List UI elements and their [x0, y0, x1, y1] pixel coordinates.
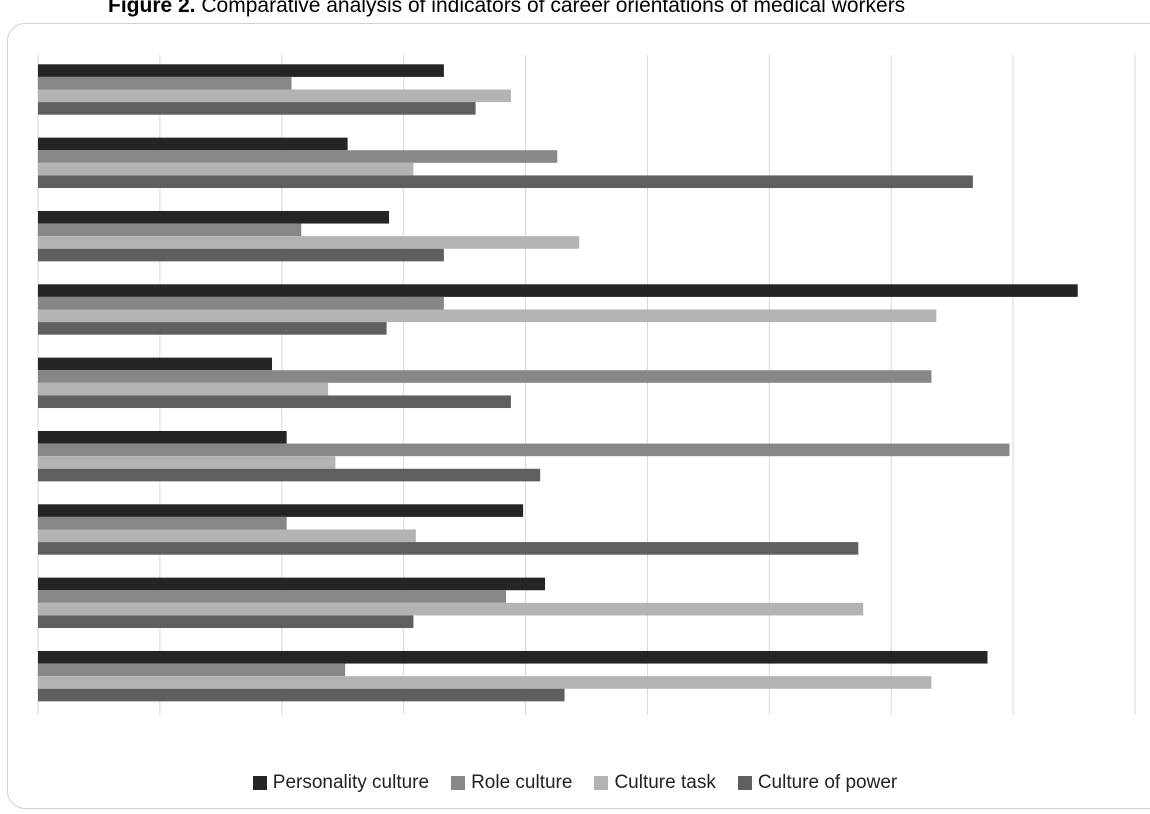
figure-label: Figure 2.	[108, 0, 196, 17]
legend: Personality culture Role culture Culture…	[0, 772, 1150, 794]
legend-swatch	[252, 776, 267, 790]
bar-culture-task-7	[38, 529, 416, 543]
bars	[38, 64, 1078, 702]
legend-item-personality-culture: Personality culture	[252, 772, 430, 794]
legend-label: Role culture	[471, 772, 573, 793]
bar-personality-culture-3	[38, 210, 390, 224]
bar-culture-of-power-4	[38, 322, 387, 335]
bar-role-culture-9	[38, 663, 346, 677]
bar-personality-culture-6	[38, 430, 287, 444]
bar-role-culture-4	[38, 296, 444, 310]
legend-item-culture-of-power: Culture of power	[737, 772, 898, 794]
legend-item-role-culture: Role culture	[451, 772, 572, 794]
bar-role-culture-2	[38, 150, 558, 163]
legend-item-culture-task: Culture task	[594, 772, 716, 794]
bar-personality-culture-4	[38, 284, 1078, 297]
bar-personality-culture-5	[38, 357, 273, 371]
bar-personality-culture-2	[38, 137, 348, 151]
legend-swatch	[594, 776, 609, 790]
bar-personality-culture-8	[38, 577, 546, 591]
bar-role-culture-6	[38, 443, 1010, 457]
bar-culture-task-6	[38, 456, 336, 469]
bar-role-culture-3	[38, 223, 302, 237]
bar-culture-task-5	[38, 382, 329, 396]
bar-culture-of-power-6	[38, 468, 541, 482]
legend-label: Culture task	[614, 772, 716, 793]
bar-culture-task-8	[38, 602, 864, 616]
legend-label: Culture of power	[757, 772, 898, 793]
bar-culture-of-power-3	[38, 248, 444, 262]
bar-culture-of-power-8	[38, 615, 414, 629]
bar-culture-of-power-2	[38, 175, 973, 189]
bar-culture-of-power-5	[38, 395, 511, 409]
bar-culture-task-4	[38, 309, 937, 323]
legend-label: Personality culture	[272, 772, 430, 793]
bar-culture-task-3	[38, 236, 580, 249]
bar-culture-task-1	[38, 89, 511, 103]
bar-role-culture-8	[38, 590, 507, 603]
bar-culture-task-2	[38, 162, 414, 176]
bar-culture-of-power-7	[38, 542, 859, 555]
bar-role-culture-5	[38, 370, 932, 383]
legend-swatch	[737, 776, 752, 790]
bar-culture-of-power-1	[38, 102, 476, 115]
bar-role-culture-7	[38, 516, 287, 530]
figure-caption: Figure 2. Comparative analysis of indica…	[108, 0, 905, 18]
bar-culture-task-9	[38, 676, 932, 689]
legend-swatch	[451, 776, 466, 790]
figure-text: Comparative analysis of indicators of ca…	[201, 0, 906, 17]
bar-culture-of-power-9	[38, 688, 565, 702]
bar-personality-culture-9	[38, 650, 988, 664]
bar-personality-culture-7	[38, 504, 524, 517]
bar-personality-culture-1	[38, 64, 444, 77]
bar-role-culture-1	[38, 76, 292, 90]
